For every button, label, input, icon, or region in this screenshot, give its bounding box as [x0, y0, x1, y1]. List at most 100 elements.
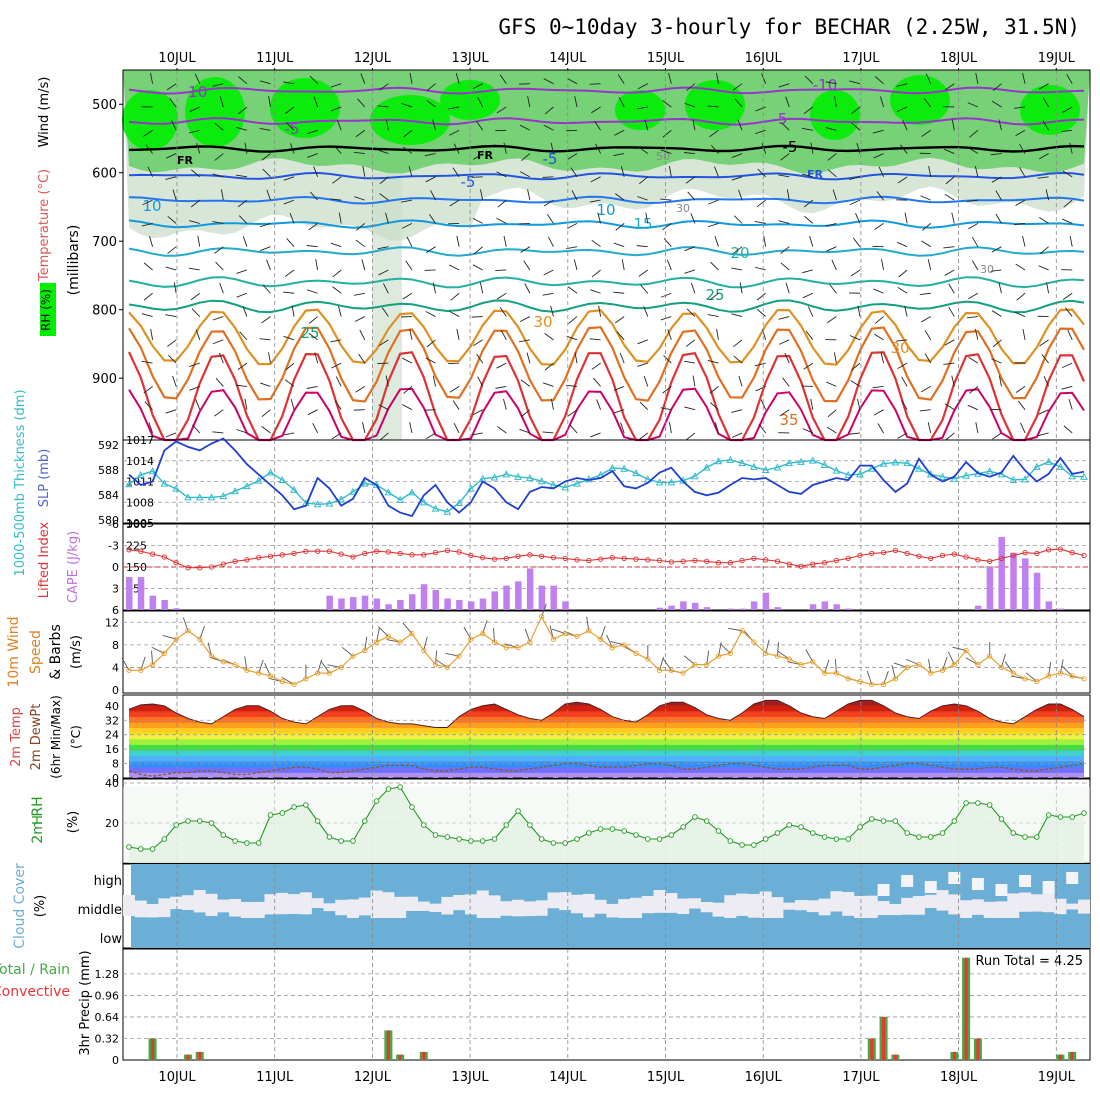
wind-barb	[733, 339, 743, 348]
wind-barb	[503, 142, 507, 154]
cape-bar	[456, 599, 463, 610]
li-point	[763, 557, 769, 563]
wind-barb	[307, 129, 318, 135]
wind-speed-point	[197, 636, 203, 642]
temp-band	[129, 710, 1084, 717]
rh2m-point	[904, 830, 910, 836]
wind-speed-point	[987, 653, 993, 659]
wind-barb	[967, 404, 979, 411]
cape-bar	[998, 536, 1005, 610]
wind-barb	[805, 330, 814, 341]
wind-barb	[779, 409, 790, 417]
rh-high-blob	[1020, 85, 1080, 135]
wind-speed-point	[963, 647, 969, 654]
rh2m-tick-label: 20	[105, 817, 119, 830]
wind-barb	[236, 292, 248, 298]
wind-barb	[785, 96, 790, 108]
wind-barb	[849, 432, 861, 435]
wind-barb	[307, 289, 318, 294]
wind-barb	[259, 128, 271, 131]
wind-barb	[473, 153, 483, 160]
wind-barb	[807, 306, 814, 317]
rh2m-point	[645, 836, 651, 842]
cloud-gap	[759, 891, 772, 919]
temperature-contour	[128, 326, 1085, 403]
wind-barb	[284, 379, 295, 387]
rh2m-point	[432, 832, 439, 838]
wind-barb	[896, 339, 908, 342]
wind-barb	[855, 213, 861, 224]
cloud-gap	[217, 899, 230, 913]
wind-barb	[668, 72, 672, 84]
wind-barb	[424, 153, 436, 157]
wind-barb	[330, 83, 342, 88]
li-axis-label: Lifted Index	[37, 521, 52, 598]
wind-barb	[1065, 307, 1073, 317]
wind-barb	[473, 246, 483, 255]
wind-barb	[192, 424, 201, 434]
wind-barb	[1014, 222, 1026, 226]
cloud-gap	[582, 893, 595, 918]
wind-barb	[589, 83, 601, 85]
wind-barb	[567, 153, 578, 160]
wind-barb	[242, 236, 248, 247]
rh2m-point	[409, 804, 415, 810]
wind-barb	[687, 191, 696, 201]
wind-barb	[214, 246, 224, 254]
wind-speed-point	[668, 667, 674, 673]
li-point	[126, 547, 132, 553]
thickness-point	[903, 459, 911, 467]
wind-barb	[1045, 189, 1050, 201]
cape-bar	[149, 595, 157, 610]
rh2m-point	[1034, 834, 1040, 840]
wind-barb	[738, 189, 743, 201]
day-gridlines	[176, 949, 1057, 1060]
wind-speed-point	[1081, 676, 1087, 682]
cape-bar	[833, 604, 840, 610]
wind-barb	[550, 142, 554, 154]
wind-speed-point	[503, 645, 509, 651]
wind-barb	[590, 289, 601, 294]
precip-frame	[122, 948, 1091, 1061]
contour-label: FR	[807, 168, 824, 181]
wind-speed-point	[763, 650, 769, 656]
li-point	[161, 554, 168, 560]
wind-barb	[897, 432, 908, 439]
wind-barb	[215, 261, 224, 271]
rh2m-point	[833, 836, 840, 842]
li-point	[138, 548, 144, 554]
li-point	[432, 550, 439, 556]
thickness-point	[195, 493, 204, 501]
cape-bar	[809, 604, 817, 610]
thickness-axis-label: 1000-500mb Thickness (dm)	[13, 389, 28, 576]
wind-barb	[1022, 235, 1026, 247]
temperature-contour	[128, 117, 1085, 126]
wind-barb	[827, 316, 837, 324]
wind-barb	[616, 331, 625, 341]
wind-barb	[283, 432, 295, 436]
thickness-point	[573, 479, 581, 487]
wind-barb	[1022, 72, 1026, 84]
wind-barb	[991, 176, 1002, 183]
thickness-point	[820, 460, 829, 468]
wind-barb	[760, 399, 767, 410]
wind-barb	[165, 153, 177, 159]
thickness-point	[797, 457, 805, 465]
li-point	[562, 555, 568, 562]
day-label-top: 17JUL	[842, 51, 880, 66]
cape-bar	[680, 601, 687, 610]
wind-barb	[1015, 129, 1026, 137]
wind-barb	[550, 305, 554, 317]
wind-barb	[971, 260, 979, 271]
wind-barb	[832, 189, 837, 201]
cape-bar	[408, 594, 416, 610]
wind-barb	[215, 377, 224, 387]
wind-barb	[904, 212, 908, 224]
cloud-gap	[547, 892, 560, 909]
wind-barb	[169, 97, 177, 108]
thickness-point	[761, 465, 770, 473]
rh-legend-swatch	[40, 283, 56, 336]
cloud-gap	[288, 894, 301, 914]
temp-color-bands	[129, 700, 1084, 778]
wind-barb	[833, 352, 837, 364]
